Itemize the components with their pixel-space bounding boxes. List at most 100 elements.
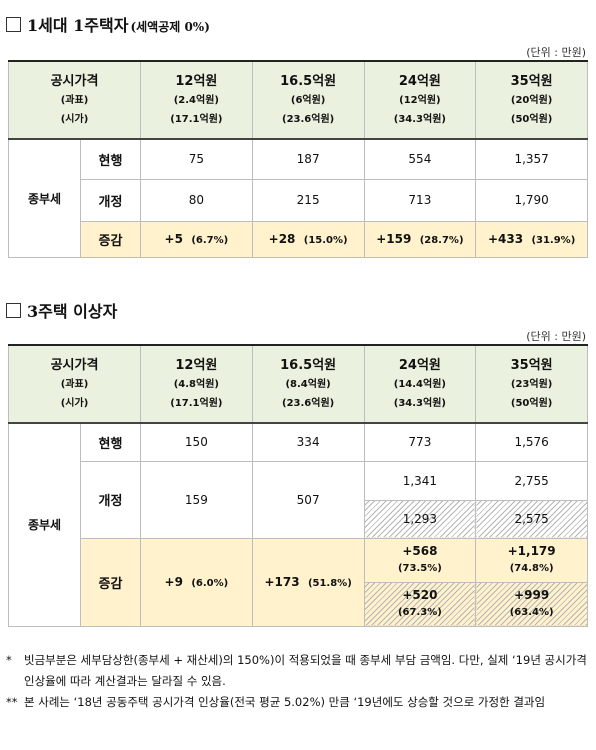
change-pct: (63.4%) [509,607,554,618]
cell-revised: 713 [363,178,477,222]
cell-current: 187 [251,138,365,180]
header-tax: (12억원) [399,94,441,106]
row-label-current: 현행 [80,422,141,462]
header-tax: (4.8억원) [173,378,219,390]
table-row: 종부세 현행 75 187 554 1,357 [8,138,588,258]
change-value: +5 [164,232,183,246]
cell-change: +9 (6.0%) [140,537,253,627]
group-label: 종부세 [8,422,81,627]
change-value: +433 [487,232,524,246]
table-row: 개정 80 215 713 1,790 [9,178,588,222]
section1-header-row: 공시가격 (과표) (시가) 12억원 (2.4억원) (17.1억원) 16.… [8,60,588,140]
footnote-1: * 빗금부분은 세부담상한(종부세 + 재산세)의 150%)이 적용되었을 때… [6,650,594,692]
row-label-change: 증감 [80,537,141,627]
header-tax: (23억원) [510,378,553,390]
header-label-main: 공시가격 [50,73,99,89]
header-market: (23.6억원) [282,397,335,409]
header-market: (17.1억원) [170,397,223,409]
section1-title: 1세대 1주택자 (세액공제 0%) [6,12,210,36]
section2-table: 공시가격 (과표) (시가) 12억원 (4.8억원) (17.1억원) 16.… [8,344,588,627]
footnote-text: 빗금부분은 세부담상한(종부세 + 재산세)의 150%)이 적용되었을 때 종… [24,653,587,688]
header-tax: (6억원) [290,94,326,106]
header-price: 24억원 [398,357,441,373]
section2-header-row: 공시가격 (과표) (시가) 12억원 (4.8억원) (17.1억원) 16.… [8,344,588,424]
cell-change-lower-hatched: +520 (67.3%) [363,581,477,627]
cell-revised-upper: 2,755 [475,460,588,501]
footnotes: * 빗금부분은 세부담상한(종부세 + 재산세)의 150%)이 적용되었을 때… [6,650,594,713]
row-label-revised: 개정 [80,178,141,222]
cell-revised-lower-hatched: 2,575 [475,499,588,539]
table-row: 증감 +9 (6.0%) +173 (51.8%) +568 (73.5%) +… [8,537,588,627]
header-price: 12억원 [175,73,218,89]
header-col-2: 16.5억원 (8.4억원) (23.6억원) [251,344,365,424]
cell-current: 1,357 [475,138,588,180]
group-label: 종부세 [8,138,81,258]
change-value: +159 [376,232,412,246]
cell-revised: 1,790 [475,178,588,222]
header-label-tax: (과표) [60,378,89,390]
change-pct: (67.3%) [397,607,442,618]
header-tax: (2.4억원) [173,94,219,106]
checkbox-square-icon [6,17,21,32]
row-label-current: 현행 [80,138,141,180]
cell-current: 1,576 [475,422,588,462]
footnote-text: 본 사례는 ‘18년 공동주택 공시가격 인상율(전국 평균 5.02%) 만큼… [24,695,546,709]
cell-change: +5 (6.7%) [140,220,253,258]
change-pct: (6.7%) [191,235,229,246]
footnote-mark: * [6,653,12,667]
row-label-revised: 개정 [80,460,141,539]
change-value: +28 [268,232,296,246]
cell-revised-upper: 1,341 [363,460,477,501]
change-value: +9 [164,575,183,589]
table-row: 증감 +5 (6.7%) +28 (15.0%) +159 (28.7%) +4… [8,220,588,258]
header-price: 24억원 [398,73,441,89]
cell-revised: 159 [140,460,253,539]
cell-change-upper: +1,179 (74.8%) [475,537,588,583]
header-price: 35억원 [510,357,553,373]
section1-unit: (단위 : 만원) [526,46,586,59]
cell-revised-lower-hatched: 1,293 [363,499,477,539]
header-col-3: 24억원 (14.4억원) (34.3억원) [363,344,477,424]
section1-table: 공시가격 (과표) (시가) 12억원 (2.4억원) (17.1억원) 16.… [8,60,588,258]
change-pct: (6.0%) [191,578,229,589]
change-value: +173 [264,575,300,589]
header-market: (34.3억원) [393,397,446,409]
header-tax: (14.4억원) [393,378,446,390]
change-pct: (15.0%) [303,235,348,246]
cell-current: 554 [363,138,477,180]
change-value: +1,179 [507,544,556,558]
section1-title-text: 1세대 1주택자 [27,16,129,35]
header-label-main: 공시가격 [50,357,99,373]
footnote-mark: ** [6,695,18,709]
header-col-1: 12억원 (4.8억원) (17.1억원) [140,344,253,424]
cell-change: +173 (51.8%) [251,537,365,627]
header-col-1: 12억원 (2.4억원) (17.1억원) [140,60,253,140]
header-col-4: 35억원 (20억원) (50억원) [475,60,588,140]
change-pct: (51.8%) [307,578,352,589]
cell-revised: 215 [251,178,365,222]
header-col-4: 35억원 (23억원) (50억원) [475,344,588,424]
change-value: +568 [402,544,438,558]
cell-current: 150 [140,422,253,462]
change-value: +999 [514,588,550,602]
header-market: (34.3억원) [393,113,446,125]
header-col-2: 16.5억원 (6억원) (23.6억원) [251,60,365,140]
cell-revised: 80 [140,178,253,222]
header-label-cell: 공시가격 (과표) (시가) [8,344,141,424]
section1-subtitle: (세액공제 0%) [130,20,210,34]
change-pct: (31.9%) [531,235,576,246]
header-market: (50억원) [510,397,553,409]
header-market: (17.1억원) [170,113,223,125]
cell-current: 75 [140,138,253,180]
header-price: 16.5억원 [280,73,337,89]
footnote-2: ** 본 사례는 ‘18년 공동주택 공시가격 인상율(전국 평균 5.02%)… [6,692,594,713]
header-tax: (20억원) [510,94,553,106]
table-row: 종부세 현행 150 334 773 1,576 [8,422,588,627]
cell-change: +159 (28.7%) [363,220,477,258]
header-label-market: (시가) [60,113,89,125]
cell-change: +433 (31.9%) [475,220,588,258]
section2-unit: (단위 : 만원) [526,330,586,343]
header-label-tax: (과표) [60,94,89,106]
table-row: 개정 159 507 1,341 2,755 [9,460,588,539]
row-label-change: 증감 [80,220,141,258]
